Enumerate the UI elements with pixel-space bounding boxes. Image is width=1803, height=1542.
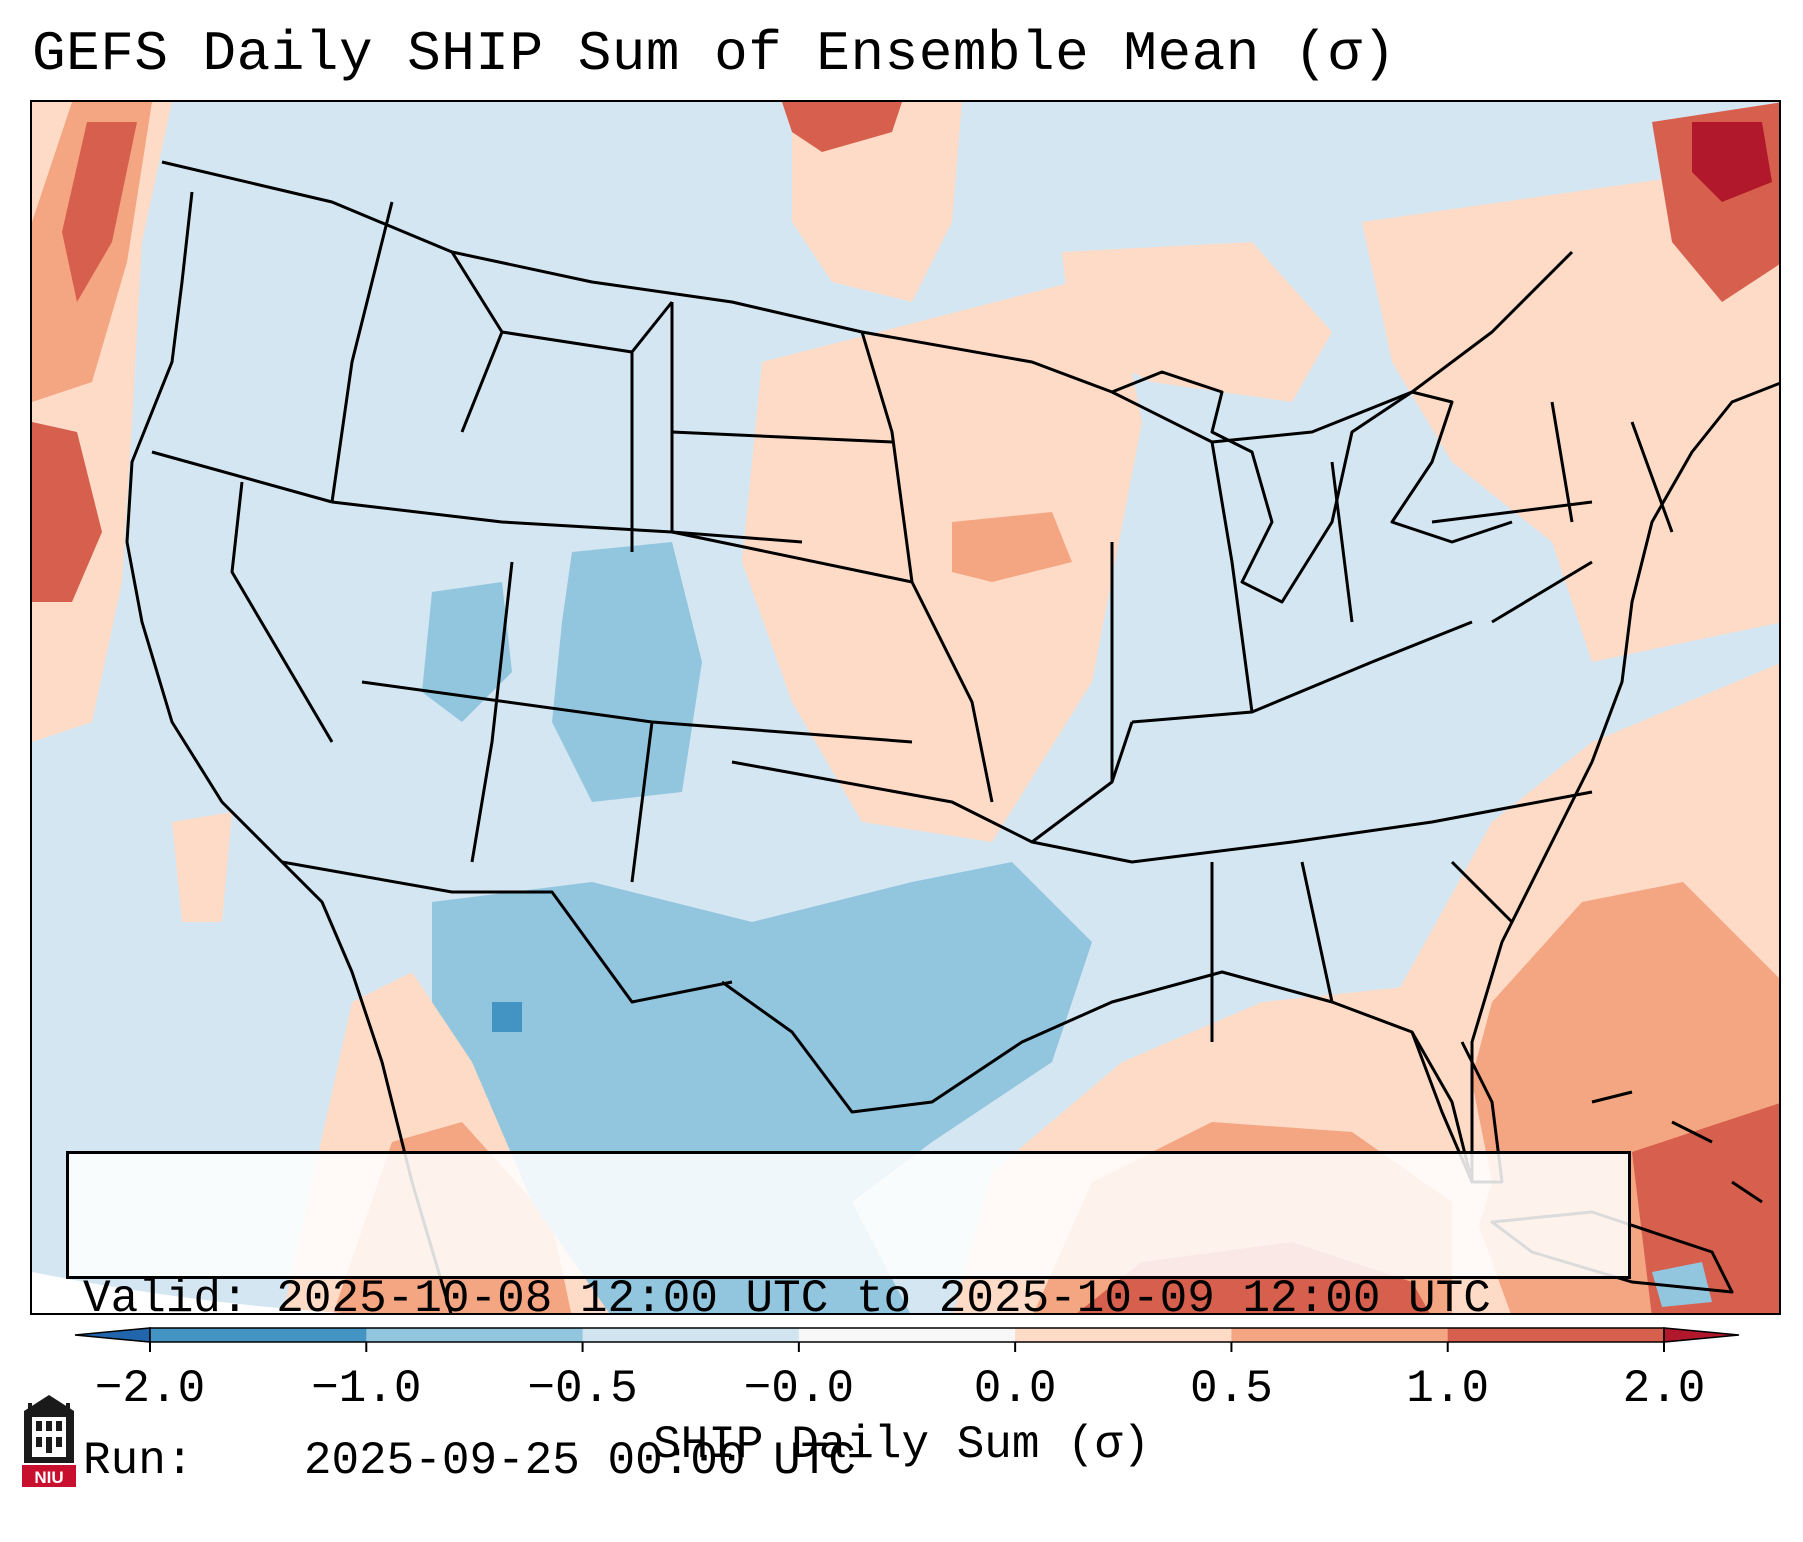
colorbar-over-extension [1663,1327,1740,1343]
anomaly-north-plains-positive [792,102,962,302]
valid-line: Valid: 2025-10-08 12:00 UTC to 2025-10-0… [83,1272,1628,1326]
colorbar-label: SHIP Daily Sum (σ) [653,1419,1150,1471]
niu-logo-text: NIU [34,1468,63,1487]
gulf-coastline [721,970,1474,1183]
run-line: Run: 2025-09-25 00:00 UTC [83,1434,1628,1488]
anomaly-colorado-negative [552,542,702,802]
anomaly-field [32,102,1779,1313]
colorbar-bin-2 [582,1328,800,1342]
colorbar [74,1327,1740,1352]
colorbar-bin-5 [1231,1328,1449,1342]
pacific-coastline [125,191,453,1313]
anomaly-quebec-extreme [1692,122,1772,202]
anomaly-northeast-positive [1362,162,1779,662]
mexico-border [281,860,733,1004]
run-value: 2025-09-25 00:00 UTC [303,1435,856,1487]
anomaly-oregon-coast-core [32,422,102,602]
colorbar-tick-label-3: −0.0 [743,1363,855,1415]
niu-logo-icon: NIU [20,1393,78,1489]
colorbar-tick-label-6: 1.0 [1406,1363,1490,1415]
atlantic-coastline [1470,381,1779,1182]
colorbar-bin-1 [366,1328,584,1342]
colorbar-under-extension [74,1327,151,1343]
colorbar-tick-label-4: 0.0 [973,1363,1057,1415]
colorbar-bin-3 [798,1328,1016,1342]
colorbar-bin-4 [1015,1328,1232,1342]
colorbar-bin-6 [1447,1328,1665,1342]
anomaly-great-lakes-positive [1062,242,1332,402]
anomaly-central-plains-positive [742,272,1142,842]
valid-value: 2025-10-08 12:00 UTC to 2025-10-09 12:00… [276,1273,1491,1325]
colorbar-tick-label-5: 0.5 [1190,1363,1273,1415]
anomaly-cuba-negative [1652,1262,1712,1307]
colorbar-tick-label-1: −1.0 [311,1363,422,1415]
anomaly-caribbean-core [1632,1103,1779,1313]
colorbar-outline [149,1327,1665,1343]
anomaly-north-plains-core [782,102,902,152]
run-label: Run: [83,1435,194,1487]
valid-time-infobox: Valid: 2025-10-08 12:00 UTC to 2025-10-0… [66,1151,1631,1487]
colorbar-tick-marks [149,1342,1665,1352]
colorbar-bin-0 [150,1328,367,1342]
chart-title: GEFS Daily SHIP Sum of Ensemble Mean (σ) [32,22,1397,86]
valid-label: Valid: [83,1273,249,1325]
niu-logo-graphic: NIU [22,1395,76,1487]
colorbar-tick-label-0: −2.0 [94,1363,206,1415]
caribbean-islands [1591,1090,1763,1204]
anomaly-mexico-strong-negative [492,1002,522,1032]
anomaly-baja-positive [172,812,232,922]
anomaly-utah-negative [422,582,512,722]
colorbar-bins [74,1327,1740,1343]
anomaly-pacific-nw-core [62,122,137,302]
projection-edge [32,1272,343,1313]
colorbar-tick-label-7: 2.0 [1622,1363,1706,1415]
map-canvas [32,102,1779,1313]
great-lakes-outline [1111,370,1513,604]
map-panel [30,100,1781,1315]
colorbar-tick-label-2: −0.5 [527,1363,638,1415]
anomaly-iowa-pos [952,512,1072,582]
